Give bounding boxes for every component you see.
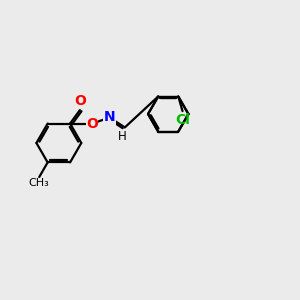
- Text: N: N: [103, 110, 115, 124]
- Text: Cl: Cl: [175, 113, 190, 127]
- Text: H: H: [118, 130, 127, 143]
- Text: O: O: [86, 117, 98, 130]
- Text: CH₃: CH₃: [29, 178, 50, 188]
- Text: O: O: [74, 94, 86, 108]
